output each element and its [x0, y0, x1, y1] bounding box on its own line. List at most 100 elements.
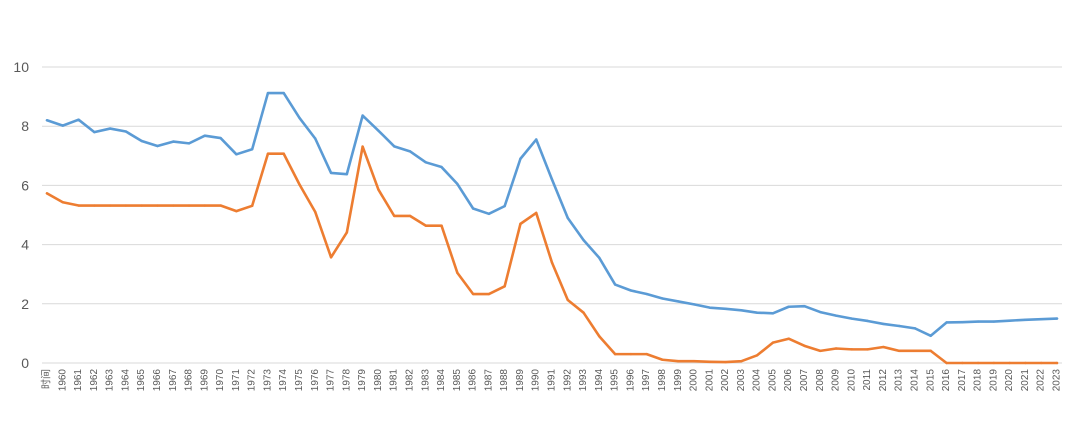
data-point — [535, 211, 538, 215]
data-point — [819, 349, 822, 353]
data-point — [140, 204, 143, 207]
data-point — [156, 144, 159, 148]
data-point — [850, 348, 854, 351]
data-point — [45, 192, 49, 195]
data-point — [250, 148, 254, 151]
x-tick-label: 2016 — [941, 369, 952, 392]
data-point — [645, 352, 648, 356]
data-point — [1008, 361, 1011, 365]
data-point — [519, 222, 522, 226]
data-point — [566, 298, 569, 302]
data-point — [1024, 318, 1027, 321]
data-point — [740, 360, 743, 363]
data-point — [314, 137, 317, 140]
x-tick-label: 1973 — [262, 369, 273, 392]
x-tick-label: 1965 — [136, 369, 147, 392]
data-point — [976, 320, 980, 323]
x-tick-label: 1968 — [184, 369, 195, 392]
x-tick-label: 2018 — [973, 369, 984, 392]
data-point — [550, 178, 554, 181]
data-point — [108, 204, 112, 207]
x-tick-label: 1961 — [73, 369, 84, 392]
data-point — [124, 130, 128, 133]
data-point — [456, 182, 459, 186]
data-point — [613, 283, 617, 286]
data-point — [345, 231, 349, 234]
data-point — [250, 204, 254, 208]
data-point — [882, 345, 885, 349]
x-tick-label: 2021 — [1020, 369, 1031, 392]
data-point — [156, 204, 159, 207]
data-point — [1008, 319, 1011, 322]
data-point — [392, 214, 396, 218]
x-tick-label: 2002 — [720, 369, 731, 392]
x-tick-label: 2020 — [1004, 369, 1015, 392]
x-tick-label: 1972 — [247, 369, 258, 392]
data-point — [282, 91, 285, 95]
data-point — [314, 210, 317, 214]
data-point — [755, 354, 759, 357]
x-tick-label: 2005 — [767, 369, 778, 392]
data-point — [266, 91, 270, 95]
data-point — [945, 361, 948, 365]
data-point — [424, 224, 427, 227]
x-tick-label: 2009 — [831, 369, 842, 392]
data-point — [298, 116, 301, 120]
data-point — [203, 204, 207, 207]
x-tick-label: 2007 — [799, 369, 810, 392]
data-point — [897, 349, 901, 353]
data-point — [629, 352, 633, 356]
x-tick-label: 2006 — [783, 369, 794, 392]
x-tick-label: 1963 — [105, 369, 116, 392]
data-point — [913, 327, 917, 330]
data-point — [929, 349, 932, 353]
series-points-2 — [45, 145, 1059, 365]
data-point — [1040, 317, 1043, 321]
data-point — [629, 289, 633, 292]
x-tick-label: 1962 — [89, 369, 100, 392]
x-tick-label: 2012 — [878, 369, 889, 392]
x-tick-label: 1960 — [57, 369, 68, 392]
data-point — [945, 321, 948, 324]
data-point — [361, 145, 364, 148]
data-point — [866, 348, 869, 351]
data-point — [487, 292, 491, 296]
x-tick-label: 1993 — [578, 369, 589, 392]
data-point — [61, 124, 64, 127]
x-tick-label: 2003 — [736, 369, 747, 392]
y-tick-label: 8 — [21, 118, 29, 134]
x-tick-label: 1976 — [310, 369, 321, 392]
x-tick-label: 2011 — [862, 369, 873, 391]
x-tick-label: 2015 — [925, 369, 936, 392]
x-tick-label: 1992 — [562, 369, 573, 392]
x-tick-label: 1974 — [278, 369, 289, 392]
data-point — [61, 201, 64, 204]
data-point — [235, 153, 238, 156]
x-tick-label: 1966 — [152, 369, 163, 392]
data-point — [1024, 361, 1027, 365]
data-point — [392, 145, 396, 148]
data-point — [424, 161, 427, 164]
data-point — [787, 305, 790, 308]
data-point — [708, 360, 712, 364]
data-point — [598, 335, 601, 338]
x-axis-tick-labels: 时间 1960 1961 1962 1963 1964 1965 1966 1967 1968 19… — [40, 369, 1063, 392]
data-point — [834, 347, 838, 350]
x-tick-label: 1969 — [199, 369, 210, 392]
data-point — [408, 150, 412, 153]
data-point — [519, 157, 522, 160]
x-tick-label: 1991 — [547, 369, 558, 392]
data-point — [487, 212, 491, 216]
data-point — [708, 306, 712, 309]
data-point — [771, 312, 775, 315]
data-point — [1055, 361, 1059, 365]
data-point — [108, 127, 112, 130]
data-point — [471, 207, 475, 210]
x-tick-label: 1978 — [341, 369, 352, 392]
y-tick-label: 2 — [21, 296, 29, 312]
data-point — [140, 139, 143, 143]
data-point — [866, 319, 869, 323]
data-point — [172, 204, 175, 207]
data-point — [566, 216, 569, 220]
